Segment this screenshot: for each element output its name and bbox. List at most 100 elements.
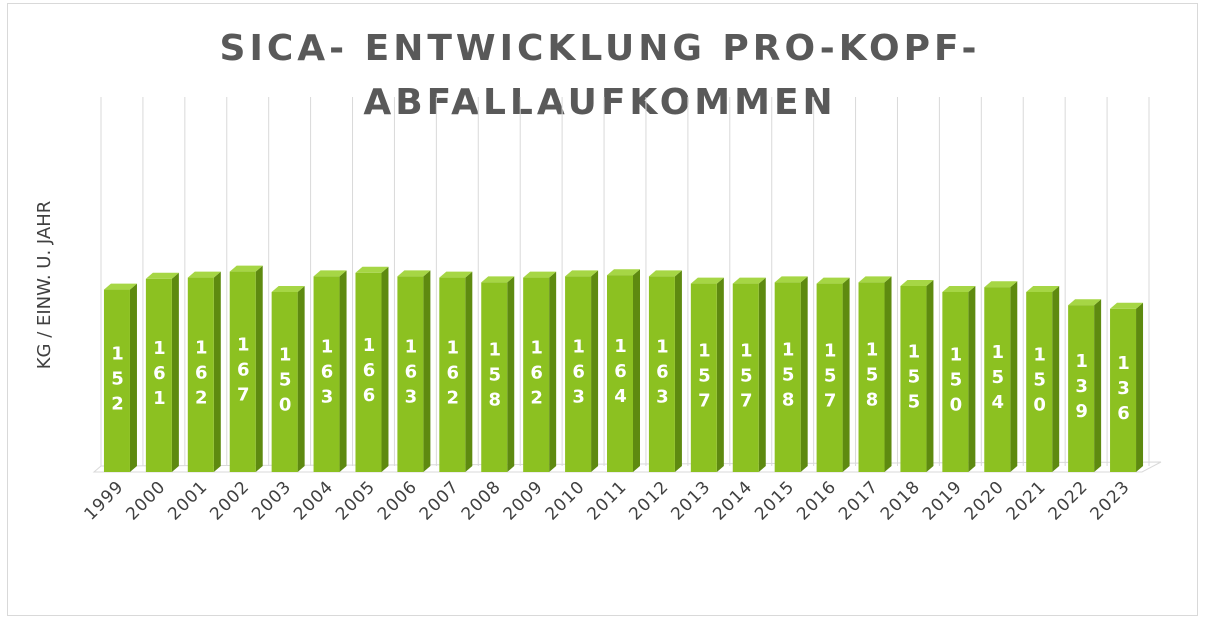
data-label: 167 xyxy=(233,334,254,409)
bar-top xyxy=(690,277,724,284)
bar-side xyxy=(800,276,808,472)
chart-title: SICA- ENTWICKLUNG PRO-KOPF-ABFALLAUFKOMM… xyxy=(220,28,981,123)
bar xyxy=(774,282,801,472)
data-label: 136 xyxy=(1113,353,1134,428)
bar xyxy=(523,277,550,472)
data-label: 158 xyxy=(778,340,799,415)
bar xyxy=(397,276,424,472)
bar-top xyxy=(942,286,976,292)
bar-top xyxy=(145,272,179,279)
data-label: 152 xyxy=(107,343,128,418)
bar-top xyxy=(103,283,137,290)
bar-side xyxy=(674,270,682,472)
bar-top xyxy=(565,270,599,277)
data-label: 162 xyxy=(526,337,547,412)
bar-side xyxy=(549,271,557,472)
bar xyxy=(1026,292,1053,472)
bar-top xyxy=(187,271,221,278)
bar-side xyxy=(884,276,892,472)
bar xyxy=(313,276,340,472)
data-label: 162 xyxy=(191,337,212,412)
bar-side xyxy=(255,265,263,472)
data-label: 158 xyxy=(862,340,883,415)
bar-side xyxy=(926,280,934,472)
bar-top xyxy=(774,276,808,283)
bar xyxy=(900,286,927,472)
bar xyxy=(1110,308,1137,472)
bar-side xyxy=(842,277,850,472)
bar-top xyxy=(900,280,934,286)
bar xyxy=(565,276,592,472)
data-label: 150 xyxy=(1029,345,1050,420)
bar xyxy=(271,292,298,472)
data-label: 166 xyxy=(358,335,379,410)
bar xyxy=(648,276,675,472)
bar xyxy=(607,275,633,472)
bar xyxy=(942,292,969,472)
bar-side xyxy=(716,277,724,472)
bar-side xyxy=(758,277,766,472)
bar xyxy=(858,282,885,472)
bar-top xyxy=(732,277,766,284)
bar xyxy=(732,283,759,472)
data-label: 150 xyxy=(275,345,296,420)
bar xyxy=(145,278,172,472)
bar-top xyxy=(397,270,431,277)
data-label: 150 xyxy=(945,345,966,420)
bar xyxy=(481,282,508,472)
bar xyxy=(690,283,717,472)
bar-side xyxy=(507,276,515,472)
bar-side xyxy=(465,271,473,472)
bar-side xyxy=(339,270,347,472)
bar-side xyxy=(1010,281,1018,472)
bar xyxy=(355,272,382,472)
data-label: 163 xyxy=(317,337,338,412)
bar xyxy=(229,271,256,472)
bar-side xyxy=(1094,299,1102,472)
bar-side xyxy=(297,286,305,472)
data-label: 158 xyxy=(484,340,505,415)
bar-top xyxy=(984,281,1018,288)
y-axis-label: KG / EINW. U. JAHR xyxy=(34,201,55,370)
bar xyxy=(103,289,130,472)
data-label: 157 xyxy=(820,340,841,415)
bar-top xyxy=(858,276,892,283)
data-label: 157 xyxy=(736,340,757,415)
bar-top xyxy=(1068,299,1102,306)
bar-side xyxy=(591,270,599,472)
bar-top xyxy=(816,277,850,284)
bar-top xyxy=(271,286,305,292)
data-label: 154 xyxy=(987,342,1008,417)
bar xyxy=(984,287,1011,472)
bar-side xyxy=(213,271,221,472)
data-label: 162 xyxy=(442,337,463,412)
data-label: 163 xyxy=(652,337,673,412)
bar-top xyxy=(313,270,347,277)
data-label: 163 xyxy=(568,337,589,412)
bar xyxy=(187,277,214,472)
data-label: 139 xyxy=(1071,351,1092,426)
bar-top xyxy=(648,270,682,277)
bar-side xyxy=(381,266,389,472)
bar xyxy=(439,277,466,472)
bar-top xyxy=(481,276,515,283)
bar-side xyxy=(1052,286,1060,472)
bar-side xyxy=(171,272,179,472)
bar xyxy=(816,283,843,472)
data-label: 164 xyxy=(610,336,631,411)
bar-top xyxy=(523,271,557,278)
data-label: 163 xyxy=(400,337,421,412)
bar-top xyxy=(607,269,640,276)
data-label: 157 xyxy=(694,340,715,415)
bar-top xyxy=(1026,286,1060,292)
bar xyxy=(1068,305,1095,472)
bar-top xyxy=(439,271,473,278)
data-label: 155 xyxy=(903,342,924,417)
bar-top xyxy=(355,266,389,273)
bar-side xyxy=(633,269,640,472)
bar-top xyxy=(229,265,263,272)
data-label: 161 xyxy=(149,338,170,413)
bar-side xyxy=(1136,302,1144,472)
bar-side xyxy=(968,286,976,472)
